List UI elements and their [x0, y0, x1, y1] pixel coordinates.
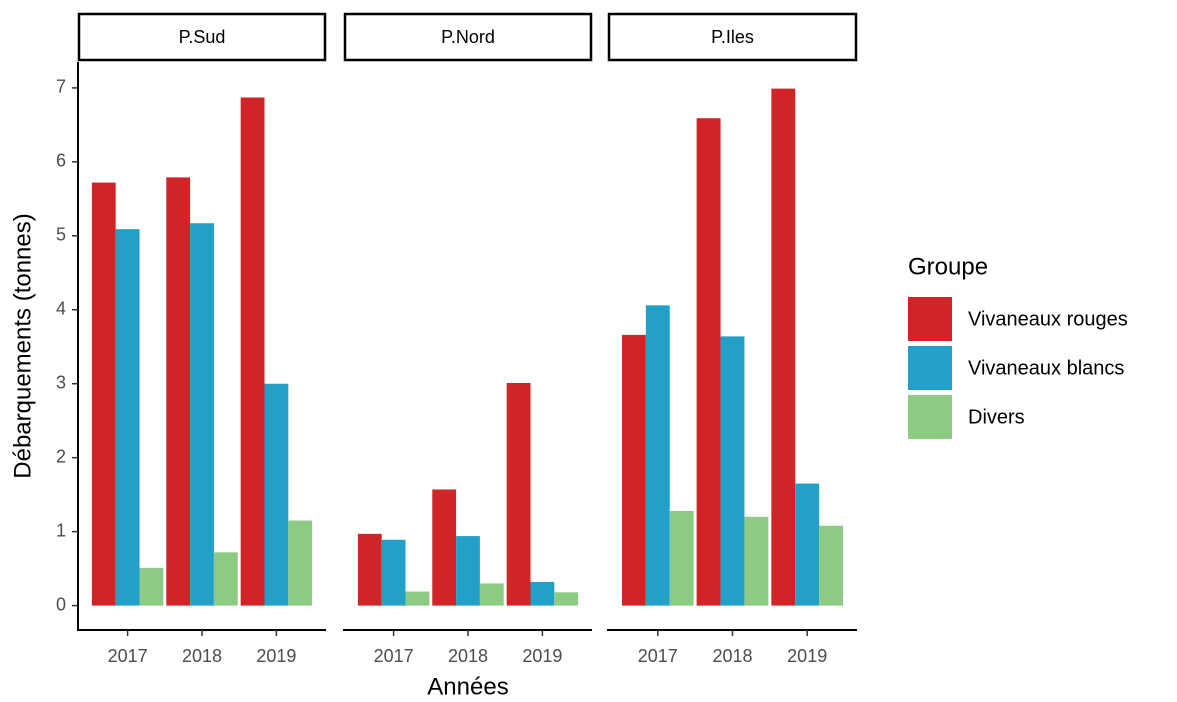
x-axis-title: Années [427, 673, 508, 700]
y-tick-label: 3 [56, 372, 66, 392]
legend-label: Vivaneaux blancs [968, 357, 1124, 379]
bar [669, 510, 694, 606]
facet-label: P.Iles [711, 27, 754, 47]
bar [190, 223, 214, 606]
bar [696, 118, 721, 606]
facet-strip [343, 12, 593, 62]
bar [432, 489, 457, 606]
bar [795, 483, 820, 606]
bar [405, 591, 430, 606]
legend-title: Groupe [908, 253, 988, 280]
y-tick-label: 5 [56, 225, 66, 245]
bar [554, 592, 579, 606]
x-tick-label: 2019 [256, 646, 296, 666]
facet-label: P.Sud [179, 27, 226, 47]
bar [213, 552, 238, 606]
bar [91, 182, 116, 606]
y-tick-label: 2 [56, 446, 66, 466]
bar [288, 520, 313, 606]
y-tick-label: 1 [56, 520, 66, 540]
y-tick-label: 7 [56, 77, 66, 97]
bar [115, 229, 140, 606]
legend-key [908, 346, 952, 390]
bar [479, 583, 504, 606]
bar [621, 334, 646, 606]
y-tick-label: 6 [56, 151, 66, 171]
y-tick-label: 4 [56, 299, 66, 319]
bar [819, 525, 844, 606]
bar [456, 536, 480, 606]
bar [139, 567, 164, 606]
facet-label: P.Nord [441, 27, 495, 47]
legend-label: Divers [968, 406, 1025, 428]
bar [744, 516, 769, 606]
legend-label: Vivaneaux rouges [968, 308, 1128, 330]
bar [264, 383, 289, 606]
bar [357, 533, 382, 606]
bar [771, 88, 796, 606]
y-axis-title: Débarquements (tonnes) [9, 213, 36, 478]
x-tick-label: 2019 [522, 646, 562, 666]
x-tick-label: 2019 [787, 646, 827, 666]
bar [506, 382, 531, 606]
x-tick-label: 2018 [448, 646, 488, 666]
y-tick-label: 0 [56, 594, 66, 614]
bar [530, 581, 555, 606]
x-tick-label: 2018 [712, 646, 752, 666]
x-tick-label: 2017 [638, 646, 678, 666]
legend-key [908, 395, 952, 439]
x-tick-label: 2017 [374, 646, 414, 666]
bar [381, 539, 406, 606]
facet-strip [607, 12, 858, 62]
x-tick-label: 2017 [108, 646, 148, 666]
x-tick-label: 2018 [182, 646, 222, 666]
bar [720, 336, 745, 606]
bar [166, 177, 191, 606]
bar [645, 305, 670, 606]
facet-strip [77, 12, 327, 62]
bar [240, 97, 265, 606]
legend-key [908, 297, 952, 341]
